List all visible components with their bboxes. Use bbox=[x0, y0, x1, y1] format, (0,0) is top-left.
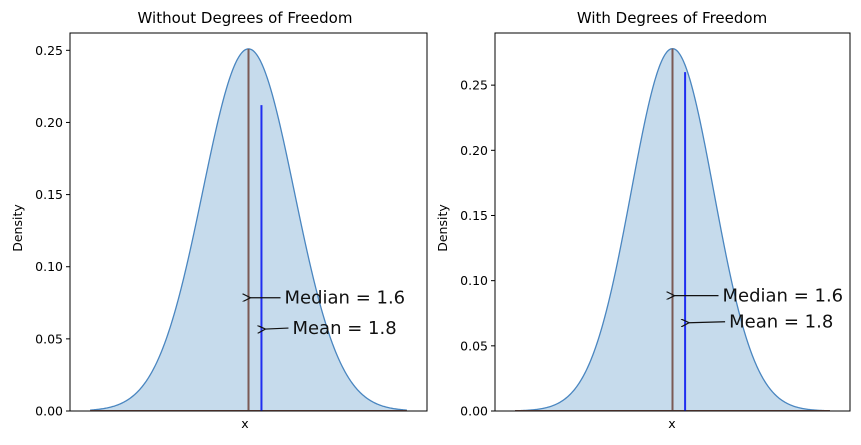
right-panel: With Degrees of Freedom Density x 0.00 0.… bbox=[435, 9, 851, 431]
y-tick-label: 0.15 bbox=[35, 187, 63, 202]
mean-arrow bbox=[689, 322, 726, 323]
left-chart-title: Without Degrees of Freedom bbox=[138, 9, 353, 27]
y-tick-label: 0.00 bbox=[35, 404, 63, 419]
y-tick-label: 0.20 bbox=[460, 143, 488, 158]
mean-annotation: Mean = 1.8 bbox=[729, 312, 833, 333]
y-tick-label: 0.15 bbox=[460, 208, 488, 223]
density-curve bbox=[515, 47, 830, 412]
density-curve bbox=[90, 48, 407, 411]
left-x-axis-label: x bbox=[241, 416, 248, 431]
y-tick-label: 0.00 bbox=[460, 404, 488, 419]
right-y-axis-label: Density bbox=[435, 204, 450, 252]
axes-frame bbox=[69, 32, 428, 412]
y-tick-label: 0.20 bbox=[35, 115, 63, 130]
median-annotation: Median = 1.6 bbox=[285, 288, 406, 309]
y-tick-label: 0.25 bbox=[460, 78, 488, 93]
mean-annotation: Mean = 1.8 bbox=[292, 318, 396, 339]
left-y-axis-label: Density bbox=[10, 204, 25, 252]
y-tick-label: 0.05 bbox=[460, 338, 488, 353]
axes-frame bbox=[494, 32, 851, 412]
mean-arrow bbox=[265, 328, 289, 329]
y-tick-label: 0.25 bbox=[35, 43, 63, 58]
left-panel: Without Degrees of Freedom Density x 0.0… bbox=[10, 9, 428, 431]
y-tick-label: 0.05 bbox=[35, 331, 63, 346]
median-annotation: Median = 1.6 bbox=[723, 286, 844, 307]
y-tick-label: 0.10 bbox=[35, 259, 63, 274]
right-chart-title: With Degrees of Freedom bbox=[577, 9, 767, 27]
y-tick-label: 0.10 bbox=[460, 273, 488, 288]
right-x-axis-label: x bbox=[668, 416, 675, 431]
